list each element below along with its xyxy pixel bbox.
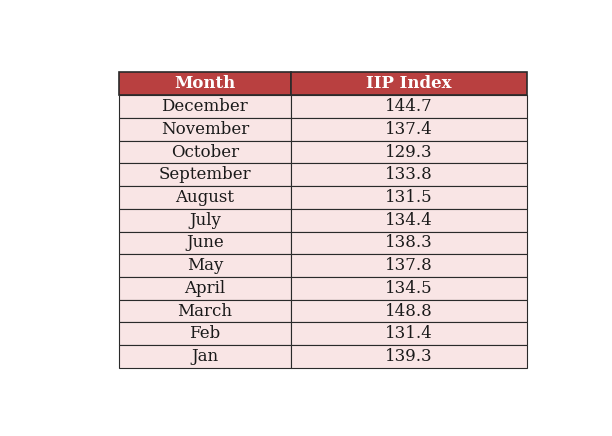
Text: 131.5: 131.5 — [385, 189, 433, 206]
Bar — [291, 186, 527, 209]
Text: 133.8: 133.8 — [385, 166, 433, 183]
Bar — [291, 95, 527, 118]
Bar — [291, 277, 527, 300]
Text: 139.3: 139.3 — [385, 348, 433, 365]
Text: November: November — [161, 121, 249, 138]
Text: 129.3: 129.3 — [385, 143, 433, 160]
Bar — [119, 300, 291, 323]
Bar — [291, 72, 527, 95]
Text: 138.3: 138.3 — [385, 235, 433, 252]
Bar — [119, 254, 291, 277]
Text: 144.7: 144.7 — [385, 98, 433, 115]
Bar — [291, 345, 527, 368]
Bar — [291, 323, 527, 345]
Bar — [291, 141, 527, 164]
Text: August: August — [176, 189, 234, 206]
Bar — [291, 209, 527, 232]
Bar — [119, 141, 291, 164]
Text: April: April — [184, 280, 225, 297]
Bar — [119, 164, 291, 186]
Text: IIP Index: IIP Index — [366, 75, 452, 92]
Bar — [291, 164, 527, 186]
Text: 137.4: 137.4 — [385, 121, 433, 138]
Text: July: July — [189, 212, 221, 228]
Text: 134.5: 134.5 — [385, 280, 433, 297]
Text: Feb: Feb — [189, 325, 220, 342]
Bar — [119, 209, 291, 232]
Bar — [291, 118, 527, 141]
Bar — [119, 95, 291, 118]
Text: Month: Month — [174, 75, 236, 92]
Text: May: May — [187, 257, 223, 274]
Text: October: October — [171, 143, 239, 160]
Bar — [119, 118, 291, 141]
Bar — [119, 186, 291, 209]
Text: September: September — [159, 166, 251, 183]
Text: 131.4: 131.4 — [385, 325, 433, 342]
Text: 148.8: 148.8 — [385, 303, 433, 320]
Text: Jan: Jan — [192, 348, 218, 365]
Text: June: June — [186, 235, 224, 252]
Bar — [119, 277, 291, 300]
Text: 137.8: 137.8 — [385, 257, 433, 274]
Bar — [119, 72, 291, 95]
Text: December: December — [162, 98, 248, 115]
Bar — [119, 345, 291, 368]
Text: March: March — [177, 303, 233, 320]
Bar — [291, 232, 527, 254]
Bar — [119, 232, 291, 254]
Bar — [291, 300, 527, 323]
Bar — [291, 254, 527, 277]
Bar — [119, 323, 291, 345]
Text: 134.4: 134.4 — [385, 212, 433, 228]
